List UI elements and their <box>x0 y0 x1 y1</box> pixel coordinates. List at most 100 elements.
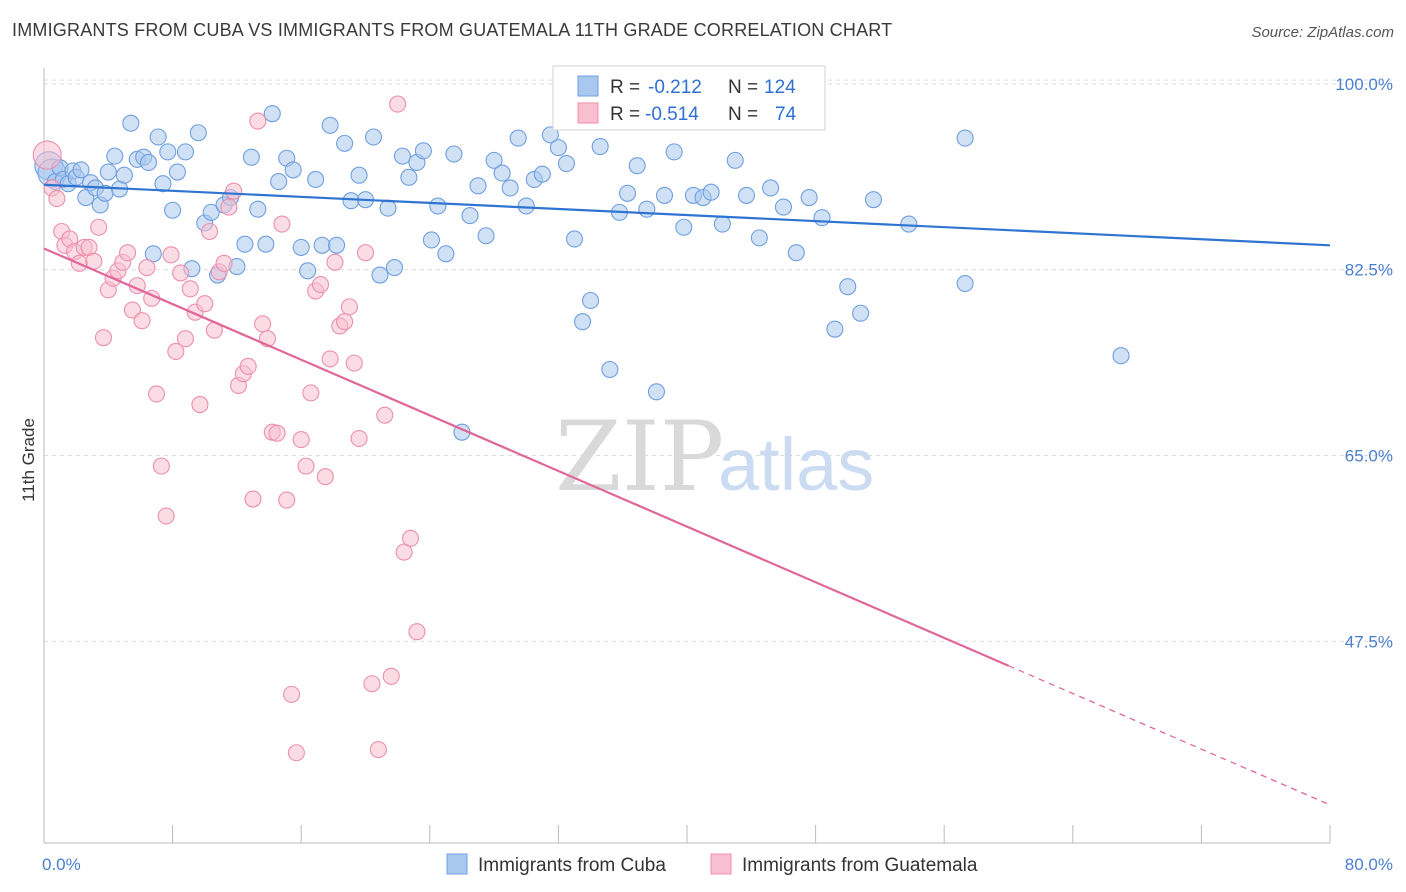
guatemala-point <box>138 259 156 277</box>
chart-source: Source: ZipAtlas.com <box>1251 24 1394 41</box>
guatemala-trend-extension <box>1008 665 1331 806</box>
cuba-point <box>726 151 744 169</box>
guatemala-point <box>172 264 190 282</box>
guatemala-point <box>350 429 368 448</box>
bottom-legend-swatch-cuba <box>446 853 468 875</box>
cuba-point <box>601 360 619 379</box>
guatemala-point <box>220 198 238 216</box>
y-tick-label: 65.0% <box>1345 447 1393 466</box>
guatemala-point <box>249 112 267 130</box>
cuba-point <box>628 157 646 175</box>
stats-legend-n-label-cuba: N = <box>728 77 758 98</box>
guatemala-point <box>119 244 137 262</box>
guatemala-point <box>321 350 339 368</box>
stats-legend-swatch-guatemala <box>577 102 599 124</box>
cuba-point <box>342 192 360 210</box>
guatemala-point <box>356 244 375 262</box>
guatemala-point <box>225 182 243 200</box>
guatemala-point <box>152 457 170 475</box>
stats-legend-swatch-cuba <box>577 75 599 97</box>
guatemala-point <box>162 246 180 264</box>
cuba-point <box>813 209 831 227</box>
cuba-point <box>956 274 974 293</box>
axis-layer <box>43 68 1331 844</box>
cuba-point <box>665 143 683 161</box>
guatemala-point <box>133 312 151 330</box>
guatemala-point <box>395 543 413 561</box>
guatemala-point <box>340 298 358 316</box>
trend-layer <box>43 183 1331 806</box>
cuba-point <box>477 227 495 245</box>
cuba-point <box>826 320 844 338</box>
guatemala-point <box>326 253 344 271</box>
guatemala-point <box>382 667 400 685</box>
cuba-point <box>284 161 302 179</box>
guatemala-point <box>401 529 420 547</box>
cuba-point <box>139 153 158 172</box>
guatemala-point <box>302 384 320 402</box>
guatemala-point <box>191 395 209 414</box>
guatemala-point <box>147 385 166 403</box>
cuba-point <box>371 266 389 284</box>
cuba-point <box>675 218 693 236</box>
cuba-point <box>509 129 527 147</box>
cuba-point <box>99 163 117 181</box>
tick-label-layer: 47.5% 65.0% 82.5% 100.0% 0.0% 80.0% <box>42 75 1393 874</box>
cuba-point <box>336 134 354 152</box>
cuba-point <box>393 147 412 165</box>
cuba-point <box>106 147 124 165</box>
stats-legend-n-value-guatemala: 74 <box>775 104 797 125</box>
x-tick-label-min: 0.0% <box>42 855 81 874</box>
cuba-point <box>501 179 519 197</box>
y-tick-label: 82.5% <box>1345 261 1393 280</box>
guatemala-point <box>254 315 272 333</box>
cuba-point <box>159 143 177 161</box>
cuba-point <box>202 203 220 221</box>
cuba-point <box>350 166 368 184</box>
cuba-point <box>573 313 592 331</box>
guatemala-point <box>316 468 334 486</box>
guatemala-point <box>287 744 305 762</box>
guatemala-point <box>157 507 175 525</box>
cuba-point <box>493 164 511 182</box>
guatemala-point <box>244 490 262 508</box>
cuba-point <box>839 278 857 296</box>
cuba-point <box>1112 347 1130 365</box>
cuba-point <box>168 163 186 181</box>
guatemala-point <box>201 222 219 241</box>
cuba-point <box>469 177 487 195</box>
watermark-atlas: atlas <box>718 423 874 506</box>
bottom-legend: Immigrants from Cuba Immigrants from Gua… <box>446 853 978 876</box>
cuba-point <box>737 186 756 204</box>
stats-legend-n-value-cuba: 124 <box>764 77 796 98</box>
cuba-point <box>242 148 260 166</box>
stats-legend: R = -0.212 N = 124 R = -0.514 N = 74 <box>552 65 826 131</box>
bottom-legend-label-guatemala: Immigrants from Guatemala <box>742 855 978 876</box>
guatemala-point <box>176 330 195 348</box>
y-tick-label: 100.0% <box>1335 75 1393 94</box>
cuba-point <box>581 291 600 310</box>
cuba-point <box>445 145 463 163</box>
stats-legend-n-label-guatemala: N = <box>728 104 758 125</box>
cuba-point <box>385 259 403 277</box>
cuba-point <box>541 126 559 144</box>
cuba-point <box>900 215 918 233</box>
points-layer <box>32 95 1130 762</box>
guatemala-point <box>239 357 257 375</box>
guatemala-trend-line <box>43 247 1009 667</box>
cuba-point <box>176 143 195 161</box>
cuba-point <box>762 179 780 197</box>
guatemala-point <box>336 313 354 331</box>
cuba-point <box>115 166 133 184</box>
guatemala-point <box>363 675 381 693</box>
cuba-point <box>307 170 325 189</box>
guatemala-point <box>389 95 407 113</box>
cuba-point <box>122 114 140 132</box>
cuba-point <box>236 235 254 253</box>
cuba-point <box>549 139 567 157</box>
y-axis-title: 11th Grade <box>19 418 38 502</box>
guatemala-point <box>181 280 199 298</box>
cuba-point <box>328 236 346 254</box>
cuba-point <box>72 161 90 179</box>
cuba-point <box>364 128 383 146</box>
